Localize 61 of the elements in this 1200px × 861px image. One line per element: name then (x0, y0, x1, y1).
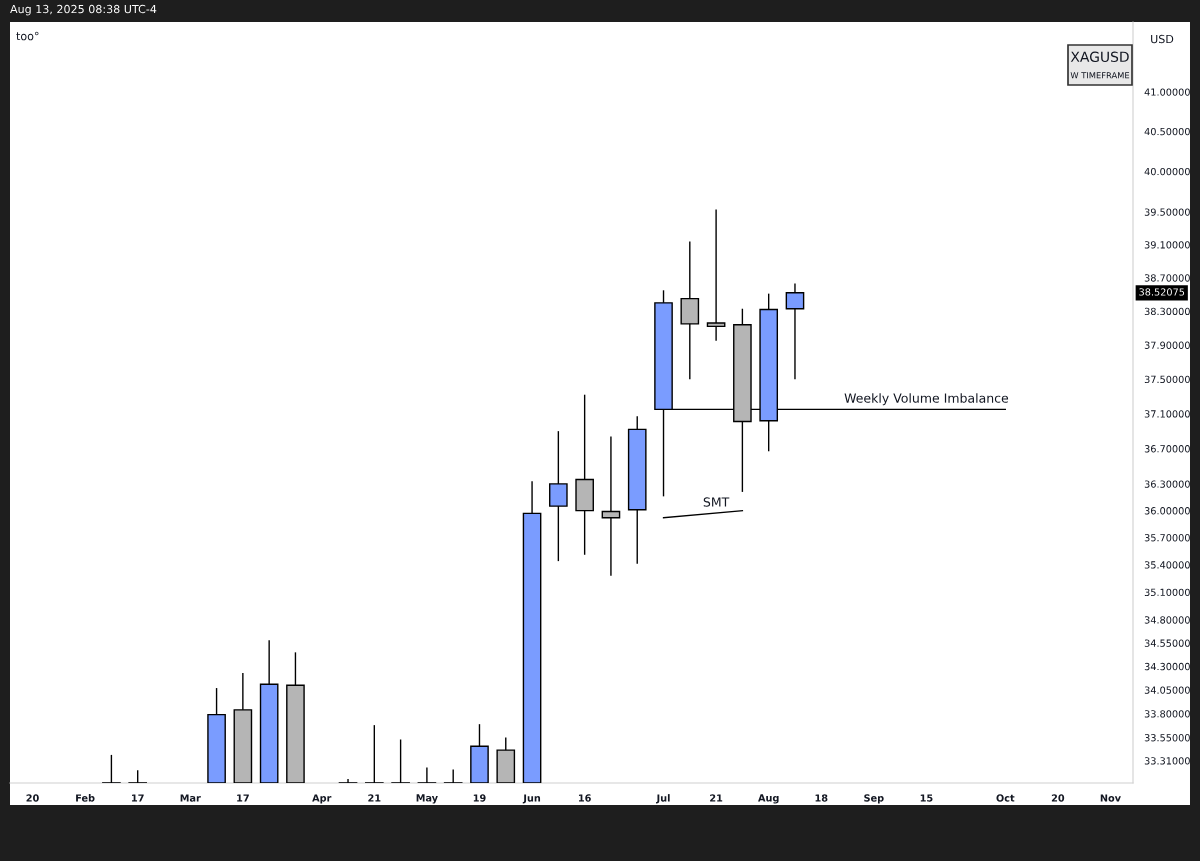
x-tick-label: May (416, 794, 438, 804)
x-tick-label: 16 (578, 794, 591, 802)
x-tick-label: 15 (920, 794, 933, 802)
chart-title: Aug 13, 2025 08:38 UTC-4 (10, 4, 157, 16)
x-tick-label: Nov (1100, 794, 1121, 802)
candlestick (417, 766, 437, 783)
candlestick (706, 208, 726, 342)
y-tick-label: 34.80000 (1144, 616, 1190, 624)
y-tick-label: 36.30000 (1144, 480, 1190, 488)
y-tick-label: 39.50000 (1144, 208, 1190, 216)
x-tick-label: Feb (76, 794, 95, 802)
x-tick-label: Oct (996, 794, 1015, 802)
annotation: SMT (703, 497, 730, 507)
y-tick-label: 40.00000 (1144, 167, 1190, 176)
x-tick-label: Mar (180, 794, 201, 802)
y-tick-label: 38.30000 (1144, 307, 1190, 316)
annotation: W TIMEFRAME (1070, 72, 1130, 79)
x-tick-label: 21 (710, 794, 723, 802)
x-tick-label: 21 (368, 794, 381, 802)
y-tick-label: 41.00000 (1144, 88, 1190, 96)
y-tick-label: 34.30000 (1144, 662, 1190, 671)
x-tick-label: 20 (26, 794, 39, 802)
candlestick (102, 754, 121, 783)
candlestick (785, 282, 805, 380)
x-tick-label: 17 (132, 794, 144, 802)
x-tick-label: Apr (312, 794, 332, 804)
y-tick-label: 39.10000 (1144, 241, 1190, 249)
x-tick-label: 18 (815, 794, 828, 802)
candlestick (443, 768, 463, 783)
y-tick-label: 33.80000 (1144, 710, 1190, 718)
y-tick-label: 40.50000 (1144, 127, 1190, 136)
candlestick (601, 435, 621, 577)
x-tick-label: Jul (656, 794, 670, 804)
y-tick-label: 36.70000 (1144, 445, 1190, 453)
y-tick-label: 37.50000 (1144, 375, 1190, 384)
x-tick-label: Jun (522, 794, 541, 804)
x-tick-label: 17 (237, 794, 249, 802)
y-tick-label: 33.55000 (1144, 734, 1190, 742)
y-tick-label: 37.90000 (1144, 341, 1190, 349)
annotation: Weekly Volume Imbalance (844, 393, 1009, 406)
candlestick (364, 724, 384, 783)
candlestick (391, 738, 410, 783)
y-tick-label: 34.05000 (1144, 686, 1190, 694)
y-tick-label: 35.40000 (1144, 561, 1190, 569)
y-tick-label: 33.31000 (1144, 757, 1190, 765)
x-tick-label: 20 (1051, 794, 1065, 802)
y-tick-label: 36.00000 (1144, 507, 1190, 515)
y-tick-label: 37.10000 (1144, 410, 1190, 418)
candlestick (338, 778, 358, 783)
y-tick-label: 35.70000 (1144, 534, 1190, 542)
y-tick-label: 34.55000 (1144, 639, 1190, 647)
candlestick (549, 430, 568, 562)
y-tick-label: 38.70000 (1144, 274, 1190, 282)
y-axis-title: USD (1151, 34, 1174, 44)
annotation: XAGUSD (1070, 51, 1129, 63)
x-tick-label: Sep (864, 794, 884, 804)
y-tick-label: 35.10000 (1144, 588, 1190, 596)
text: too° (16, 31, 39, 41)
x-tick-label: Aug (758, 794, 779, 804)
x-tick-label: 19 (473, 794, 486, 802)
text: 38.52075 (1139, 288, 1185, 296)
